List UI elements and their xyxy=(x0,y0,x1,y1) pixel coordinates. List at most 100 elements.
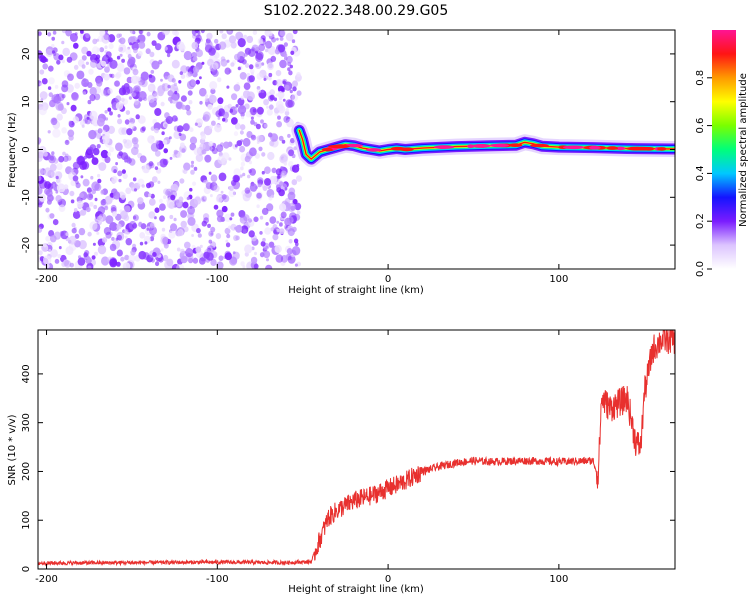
noise-blob xyxy=(73,42,79,49)
noise-blob xyxy=(268,72,273,78)
noise-blob xyxy=(180,65,188,74)
noise-blob xyxy=(222,111,229,119)
noise-blob xyxy=(127,53,132,59)
noise-blob xyxy=(210,258,217,266)
noise-blob xyxy=(256,106,264,115)
noise-blob xyxy=(39,91,48,100)
noise-blob xyxy=(52,30,57,35)
noise-blob xyxy=(190,164,194,168)
noise-blob xyxy=(148,211,156,219)
noise-blob xyxy=(155,43,162,51)
noise-blob xyxy=(88,193,93,199)
noise-blob xyxy=(87,265,92,269)
noise-blob xyxy=(86,187,92,193)
noise-blob xyxy=(254,251,257,256)
noise-blob xyxy=(189,187,193,192)
noise-blob xyxy=(69,190,75,197)
noise-blob xyxy=(45,235,51,242)
noise-blob xyxy=(92,147,100,156)
noise-blob xyxy=(124,158,128,163)
noise-blob xyxy=(189,205,193,209)
noise-blob xyxy=(280,211,287,219)
noise-blob xyxy=(208,47,216,56)
noise-blob xyxy=(65,140,69,144)
noise-blob xyxy=(107,34,116,43)
noise-blob xyxy=(87,99,92,105)
noise-blob xyxy=(235,107,239,111)
noise-blob xyxy=(163,46,168,51)
noise-blob xyxy=(159,215,165,222)
noise-blob xyxy=(93,204,98,210)
y-tick-label: -10 xyxy=(21,189,32,205)
noise-blob xyxy=(200,175,207,183)
noise-blob xyxy=(39,69,45,75)
y-tick-label: 10 xyxy=(21,95,32,108)
noise-blob xyxy=(66,84,74,93)
noise-blob xyxy=(117,170,123,177)
noise-blob xyxy=(139,81,143,86)
noise-blob xyxy=(264,166,271,174)
noise-blob xyxy=(62,47,70,57)
noise-blob xyxy=(227,103,232,109)
noise-blob xyxy=(42,255,52,265)
noise-blob xyxy=(48,248,52,253)
noise-blob xyxy=(251,47,256,52)
noise-blob xyxy=(240,95,245,100)
noise-blob xyxy=(162,139,168,145)
y-axis-label: SNR (10 * v/v) xyxy=(7,414,18,485)
noise-blob xyxy=(277,104,284,112)
noise-blob xyxy=(242,137,251,147)
noise-blob xyxy=(278,135,284,141)
noise-blob xyxy=(239,130,244,135)
noise-blob xyxy=(268,196,273,201)
y-tick-label: 0 xyxy=(21,566,32,572)
noise-blob xyxy=(122,173,128,179)
noise-blob xyxy=(175,101,183,110)
noise-blob xyxy=(285,108,289,112)
noise-blob xyxy=(96,47,101,52)
noise-blob xyxy=(205,182,213,190)
noise-blob xyxy=(187,206,196,215)
noise-blob xyxy=(40,98,44,102)
noise-blob xyxy=(244,244,253,254)
noise-blob xyxy=(208,141,214,147)
noise-blob xyxy=(102,129,106,134)
noise-blob xyxy=(293,238,299,244)
noise-blob xyxy=(70,169,74,173)
noise-blob xyxy=(255,45,260,51)
noise-blob xyxy=(116,62,125,72)
noise-blob xyxy=(112,191,121,200)
noise-blob xyxy=(164,75,168,80)
noise-blob xyxy=(58,155,65,163)
noise-blob xyxy=(216,215,224,223)
noise-blob xyxy=(48,154,56,164)
noise-blob xyxy=(54,84,59,89)
noise-blob xyxy=(246,73,251,78)
noise-blob xyxy=(57,103,64,111)
noise-blob xyxy=(271,37,277,43)
noise-blob xyxy=(148,85,154,91)
noise-blob xyxy=(168,201,176,210)
noise-blob xyxy=(163,195,167,200)
noise-blob xyxy=(199,76,202,80)
noise-blob xyxy=(172,30,178,36)
noise-blob xyxy=(237,66,241,71)
noise-blob xyxy=(47,32,52,37)
noise-blob xyxy=(275,184,281,190)
noise-blob xyxy=(201,220,207,227)
noise-blob xyxy=(160,78,163,82)
noise-blob xyxy=(111,176,118,184)
noise-blob xyxy=(223,141,230,149)
noise-blob xyxy=(296,210,301,215)
noise-blob xyxy=(148,75,156,83)
noise-blob xyxy=(123,214,130,222)
noise-blob xyxy=(189,136,198,145)
noise-blob xyxy=(296,90,302,96)
noise-blob xyxy=(275,254,284,263)
noise-blob xyxy=(242,172,246,177)
noise-blob xyxy=(250,256,258,264)
noise-blob xyxy=(88,68,94,75)
noise-blob xyxy=(104,110,108,114)
noise-blob xyxy=(288,70,293,76)
noise-blob xyxy=(187,216,196,226)
